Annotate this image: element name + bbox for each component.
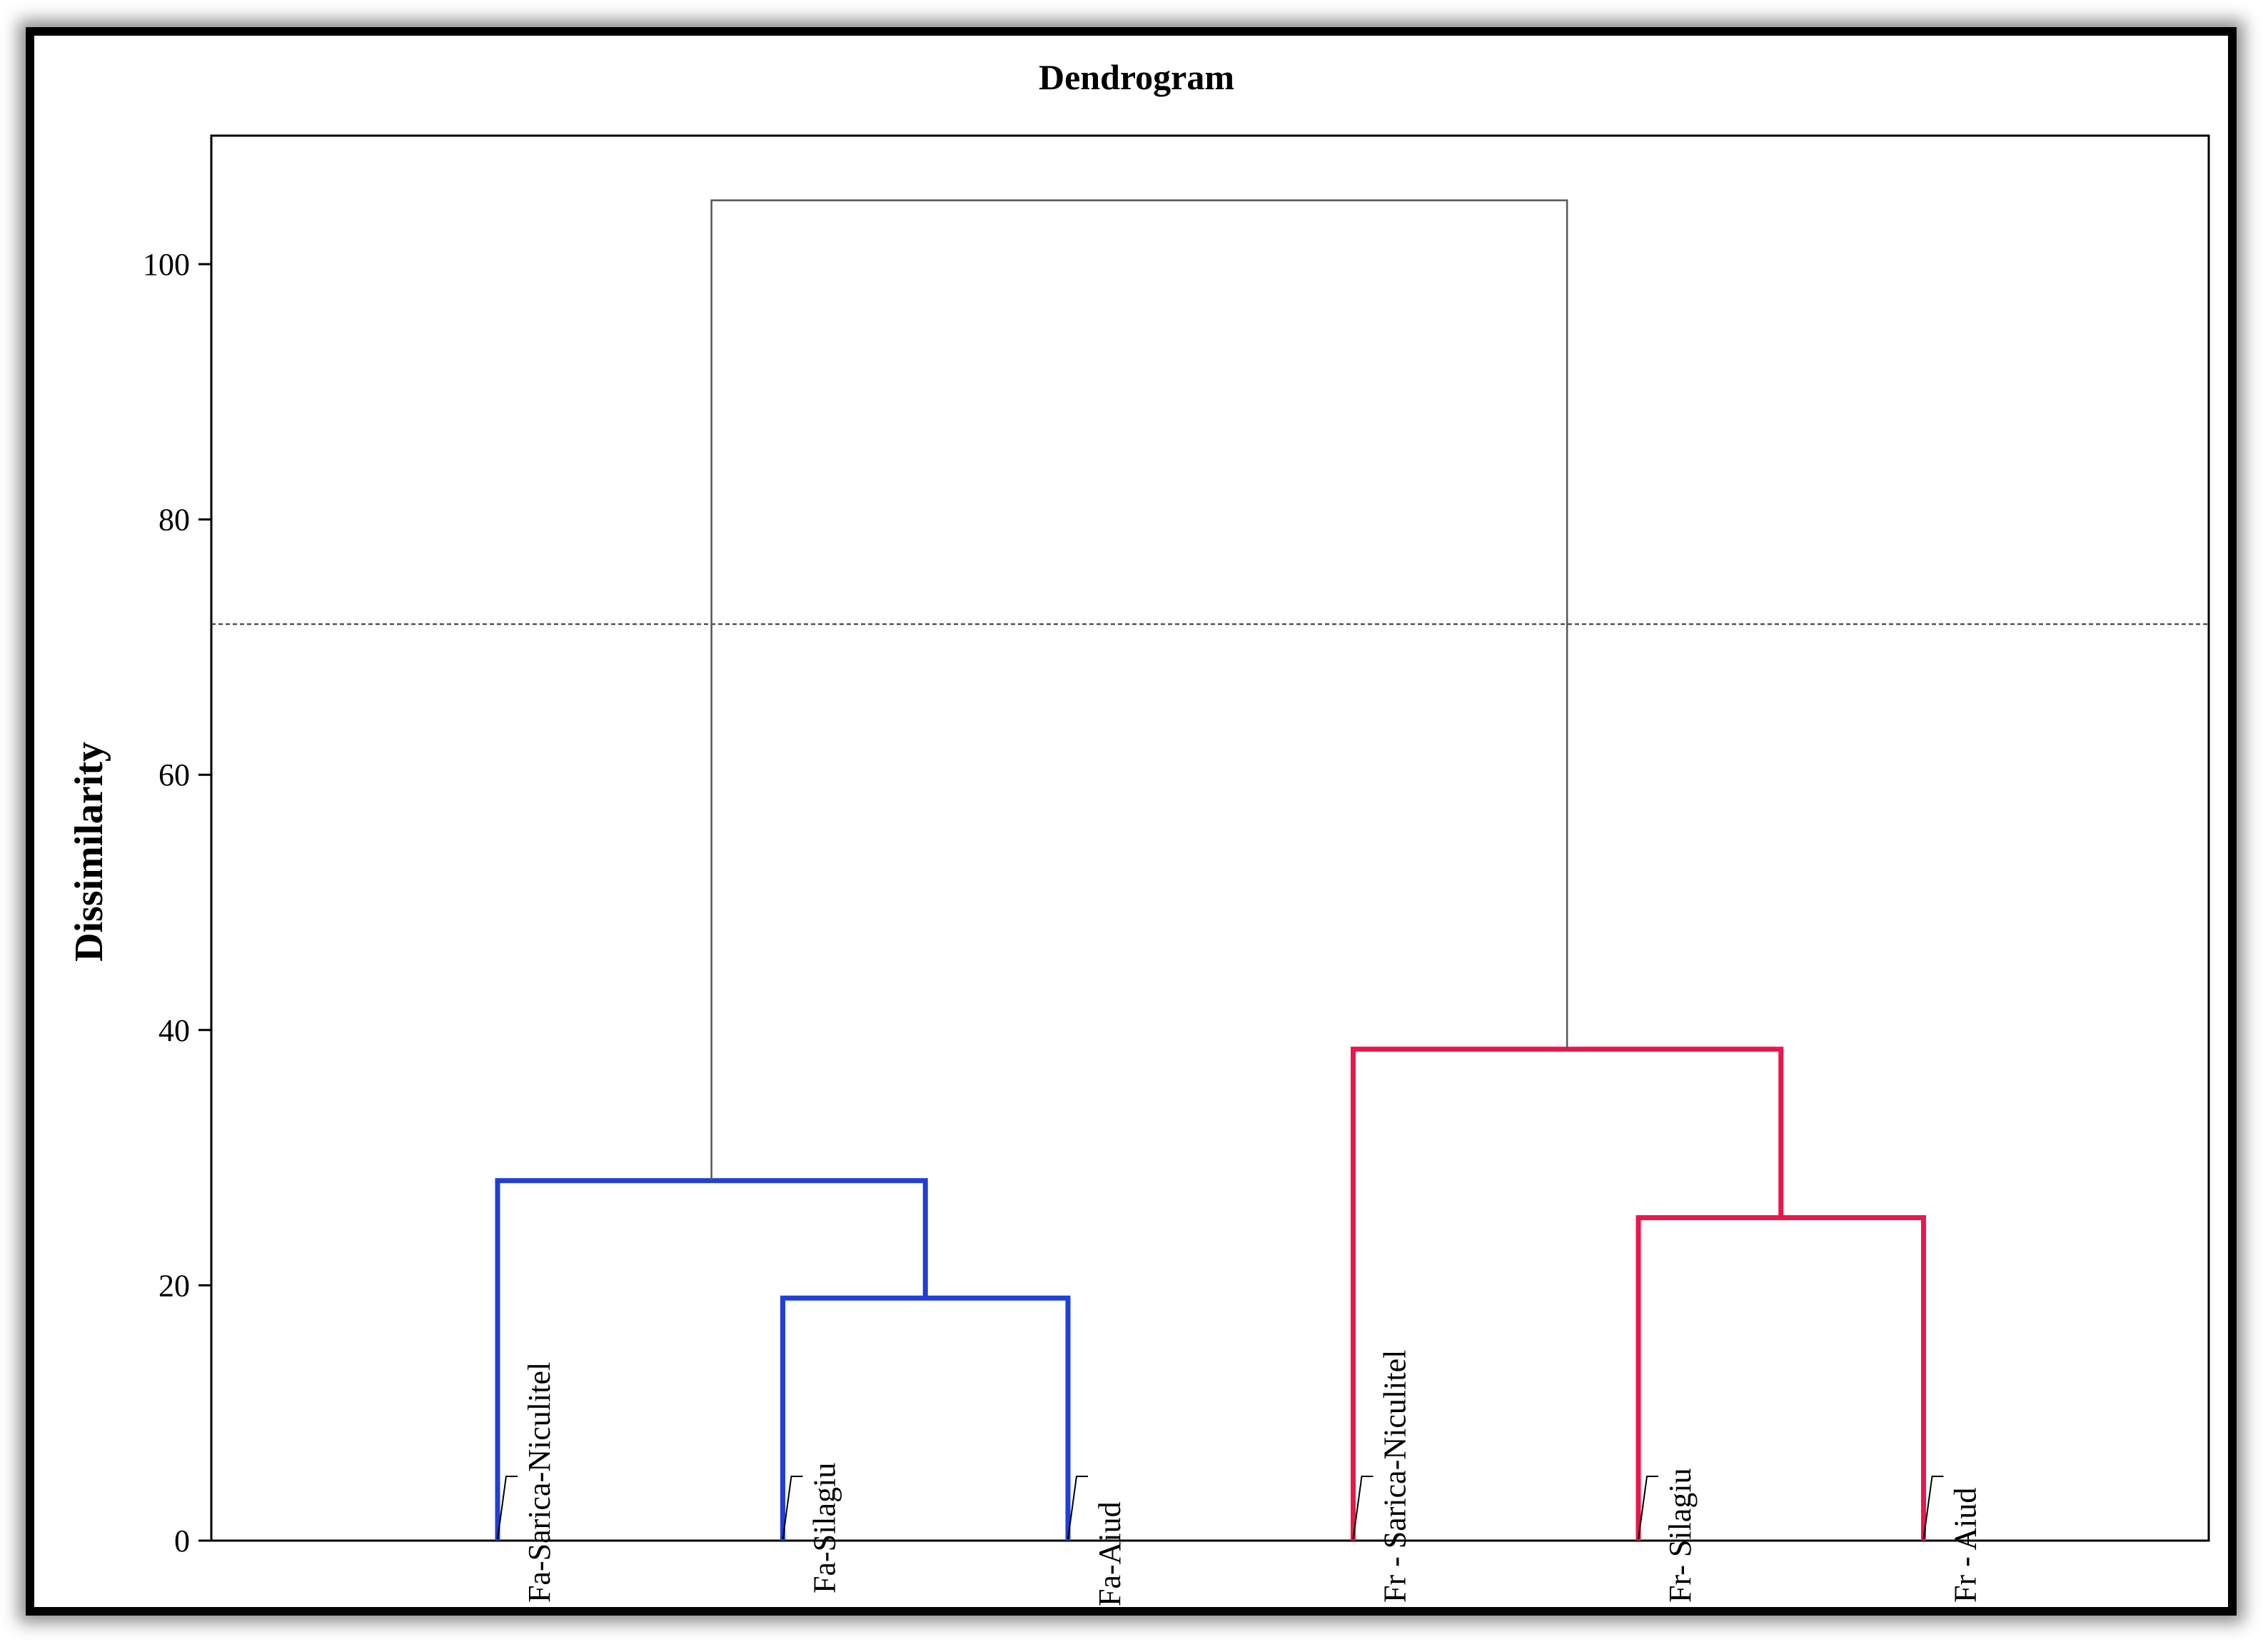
leaf-leader-line — [782, 1476, 803, 1540]
leaf-label-group: Fa-Sarica-Niculitel — [497, 1362, 557, 1603]
y-tick-label: 0 — [174, 1523, 190, 1558]
leaf-label-group: Fa-Aiud — [1067, 1476, 1127, 1606]
dendrogram-link-fr-3 — [1351, 1047, 1784, 1541]
leaf-leader-line — [497, 1476, 518, 1540]
leaf-leader-line — [1352, 1476, 1374, 1540]
chart-frame — [26, 27, 2237, 1616]
y-tick-label: 80 — [158, 503, 190, 538]
leaf-label-group: Fa-Silagiu — [782, 1463, 842, 1593]
leaf-label: Fa-Sarica-Niculitel — [522, 1362, 557, 1603]
leaf-leader-line — [1922, 1476, 1944, 1540]
leaf-label-group: Fr- Silagiu — [1638, 1468, 1698, 1603]
y-tick-label: 100 — [143, 247, 190, 282]
y-tick-label: 40 — [158, 1013, 190, 1048]
y-axis-label: Dissimilarity — [67, 742, 111, 962]
leaf-label: Fr- Silagiu — [1663, 1468, 1698, 1603]
dendrogram-link-fa-1 — [495, 1178, 928, 1541]
leaf-label: Fa-Silagiu — [807, 1463, 842, 1593]
leaf-label-group: Fr - Aiud — [1922, 1476, 1983, 1603]
chart-title: Dendrogram — [1039, 57, 1234, 97]
leaf-leader-line — [1638, 1476, 1658, 1540]
leaf-label: Fa-Aiud — [1092, 1501, 1127, 1606]
dendrogram-link-fr-2 — [1636, 1215, 1926, 1541]
dendrogram-link-root-4 — [710, 199, 1568, 1181]
leaf-label: Fr - Aiud — [1948, 1488, 1983, 1603]
leaf-leader-line — [1067, 1476, 1088, 1540]
y-tick-label: 60 — [158, 757, 190, 792]
leaf-label-group: Fr - Sarica-Niculitel — [1352, 1350, 1413, 1603]
leaf-label: Fr - Sarica-Niculitel — [1378, 1350, 1413, 1603]
y-tick-label: 20 — [158, 1268, 190, 1303]
plot-area — [210, 134, 2210, 1542]
